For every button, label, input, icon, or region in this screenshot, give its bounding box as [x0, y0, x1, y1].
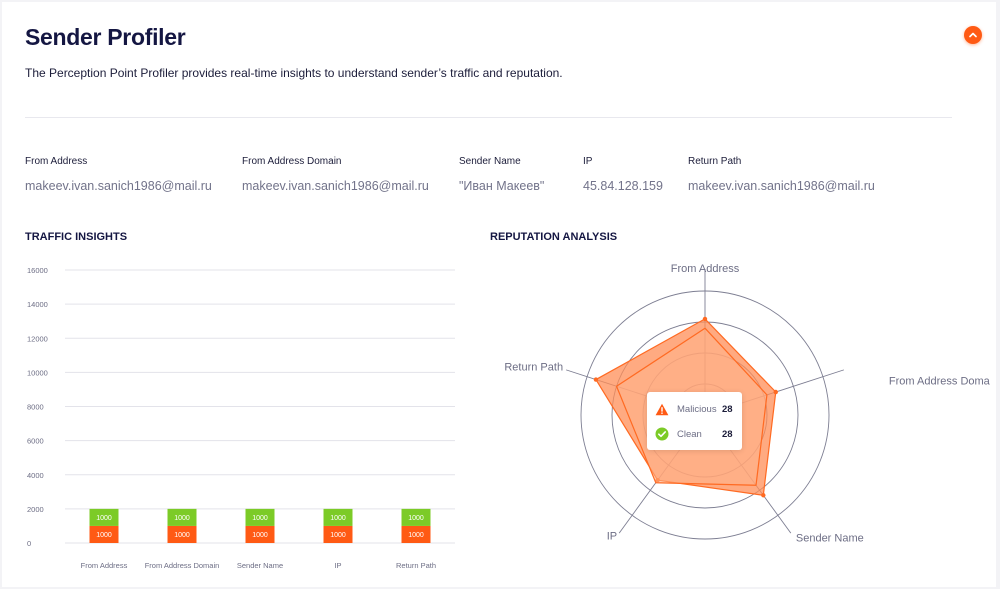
x-category-label: Return Path	[396, 561, 436, 570]
radar-axis-label: IP	[607, 530, 617, 542]
tooltip-clean-value: 28	[722, 428, 733, 440]
header-divider	[25, 117, 952, 118]
y-tick-label: 12000	[27, 334, 48, 343]
y-tick-label: 0	[27, 539, 31, 548]
field-label: Sender Name	[459, 156, 521, 167]
bar-segment-clean[interactable]	[245, 508, 275, 526]
x-category-label: From Address	[81, 561, 128, 570]
radar-tooltip: Malicious 28 Clean 28	[647, 392, 742, 450]
x-category-label: IP	[334, 561, 341, 570]
radar-point[interactable]	[702, 316, 708, 322]
field-value: makeev.ivan.sanich1986@mail.ru	[25, 179, 212, 193]
field-from-address: From Address makeev.ivan.sanich1986@mail…	[25, 156, 212, 193]
bar-segment-malicious[interactable]	[89, 525, 119, 543]
y-tick-label: 8000	[27, 403, 44, 412]
tooltip-clean-label: Clean	[677, 428, 702, 440]
warning-icon	[655, 403, 669, 416]
tooltip-malicious-label: Malicious	[677, 404, 717, 415]
bar-value-label: 1000	[252, 532, 268, 539]
bar-segment-clean[interactable]	[89, 508, 119, 526]
tooltip-row-clean: Clean 28	[655, 427, 733, 441]
page-title: Sender Profiler	[25, 24, 186, 50]
tooltip-malicious-value: 28	[722, 404, 733, 415]
field-sender-name: Sender Name "Иван Макеев"	[459, 156, 544, 193]
reputation-analysis-title: REPUTATION ANALYSIS	[490, 231, 618, 243]
x-category-label: Sender Name	[237, 561, 283, 570]
x-category-label: From Address Domain	[145, 561, 220, 570]
bar-value-label: 1000	[96, 532, 112, 539]
bar-value-label: 1000	[408, 532, 424, 539]
radar-axis-label: From Address Domain	[889, 376, 990, 388]
field-value: 45.84.128.159	[583, 179, 663, 193]
bar-value-label: 1000	[330, 532, 346, 539]
bar-value-label: 1000	[330, 515, 346, 522]
y-tick-label: 10000	[27, 368, 48, 377]
field-ip: IP 45.84.128.159	[583, 156, 663, 193]
field-label: From Address	[25, 156, 88, 167]
y-tick-label: 14000	[27, 300, 48, 309]
bar-value-label: 1000	[174, 532, 190, 539]
field-value: "Иван Макеев"	[459, 179, 545, 193]
bar-value-label: 1000	[174, 515, 190, 522]
page-subtitle: The Perception Point Profiler provides r…	[25, 66, 563, 80]
bar-segment-clean[interactable]	[167, 508, 197, 526]
field-return-path: Return Path makeev.ivan.sanich1986@mail.…	[688, 156, 875, 193]
field-from-address-domain: From Address Domain makeev.ivan.sanich19…	[242, 156, 429, 193]
radar-axis-label: Return Path	[504, 362, 563, 374]
chevron-up-icon	[969, 32, 977, 38]
tooltip-row-malicious: Malicious 28	[655, 403, 733, 416]
radar-point[interactable]	[773, 389, 778, 395]
check-circle-icon	[655, 427, 669, 441]
radar-point[interactable]	[593, 377, 599, 382]
bar-segment-malicious[interactable]	[167, 525, 197, 543]
bar-segment-clean[interactable]	[401, 508, 431, 526]
field-label: From Address Domain	[242, 156, 342, 167]
bar-segment-clean[interactable]	[323, 508, 353, 526]
bar-segment-malicious[interactable]	[245, 525, 275, 543]
collapse-button[interactable]	[964, 26, 982, 44]
field-value: makeev.ivan.sanich1986@mail.ru	[242, 179, 429, 193]
y-tick-label: 16000	[27, 266, 48, 275]
y-tick-label: 2000	[27, 505, 44, 514]
y-tick-label: 4000	[27, 471, 44, 480]
field-value: makeev.ivan.sanich1986@mail.ru	[688, 179, 875, 193]
bar-value-label: 1000	[252, 515, 268, 522]
field-label: IP	[583, 156, 593, 167]
traffic-bar-chart: 0 2000 4000 6000 8000 10000 12000 14000 16000 100…	[27, 266, 455, 570]
radar-axis-label: Sender Name	[796, 532, 864, 544]
radar-axis-label: From Address	[671, 263, 740, 275]
bar-segment-malicious[interactable]	[323, 525, 353, 543]
field-label: Return Path	[688, 156, 742, 167]
radar-point[interactable]	[761, 493, 766, 498]
bar-value-label: 1000	[408, 515, 424, 522]
bar-value-label: 1000	[96, 515, 112, 522]
traffic-insights-title: TRAFFIC INSIGHTS	[25, 231, 128, 243]
bar-segment-malicious[interactable]	[401, 525, 431, 543]
y-tick-label: 6000	[27, 437, 44, 446]
